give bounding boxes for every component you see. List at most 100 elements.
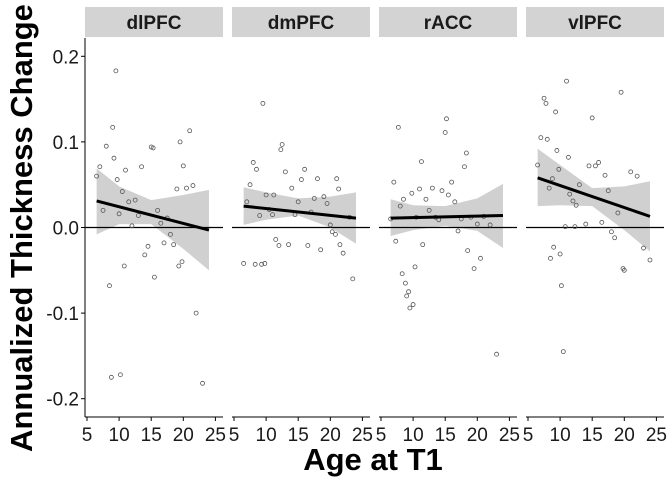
data-point bbox=[406, 289, 412, 295]
data-point bbox=[442, 130, 448, 135]
y-axis: -0.2 -0.1 0.0 0.1 0.2 bbox=[46, 38, 86, 417]
data-point bbox=[487, 222, 493, 228]
data-point bbox=[271, 192, 277, 198]
data-point bbox=[244, 199, 250, 205]
data-point bbox=[276, 243, 282, 248]
data-point bbox=[114, 177, 120, 182]
facet-panel-racc: rACC 5 10 15 20 25 bbox=[376, 7, 520, 446]
facet-strip-label: rACC bbox=[424, 13, 473, 34]
data-point bbox=[615, 210, 621, 216]
data-point bbox=[553, 109, 559, 115]
data-point bbox=[179, 259, 185, 265]
data-point bbox=[543, 100, 549, 106]
data-point bbox=[252, 261, 258, 267]
data-point bbox=[333, 231, 338, 237]
facet-panel-dmpfc: dmPFC 5 10 15 20 25 bbox=[229, 7, 373, 446]
data-point bbox=[107, 283, 112, 289]
data-point bbox=[241, 261, 247, 266]
panels: dlPFC 5 10 15 20 25 dmPFC 5 10 15 20 25 rACC 5 10 15 20 2… bbox=[82, 7, 667, 446]
x-tick-label: 20 bbox=[614, 425, 635, 446]
data-point bbox=[596, 160, 602, 165]
x-tick-label: 25 bbox=[646, 425, 667, 446]
data-point bbox=[324, 201, 330, 206]
data-point bbox=[395, 124, 401, 130]
data-point bbox=[286, 242, 291, 248]
data-point bbox=[155, 207, 161, 213]
data-point bbox=[474, 221, 480, 227]
confidence-band bbox=[96, 168, 209, 271]
y-tick-label: -0.1 bbox=[46, 304, 79, 325]
facet-panel-vlpfc: vlPFC 5 10 15 20 25 bbox=[523, 7, 667, 446]
data-point bbox=[612, 235, 618, 241]
data-point bbox=[407, 305, 413, 311]
data-point bbox=[562, 224, 568, 230]
x-tick-label: 5 bbox=[523, 425, 534, 446]
x-tick-label: 5 bbox=[229, 425, 240, 446]
x-tick-label: 20 bbox=[467, 425, 488, 446]
x-tick-label: 20 bbox=[320, 425, 341, 446]
data-point bbox=[423, 196, 429, 202]
data-point bbox=[129, 223, 135, 229]
data-point bbox=[419, 159, 424, 164]
data-point bbox=[334, 176, 340, 182]
data-point bbox=[174, 186, 180, 192]
data-point bbox=[116, 211, 122, 217]
data-point bbox=[259, 261, 265, 267]
data-point bbox=[544, 136, 550, 142]
data-point bbox=[609, 229, 614, 235]
data-point bbox=[321, 194, 327, 200]
data-point bbox=[566, 154, 571, 160]
facet-strip bbox=[526, 7, 664, 37]
data-point bbox=[586, 163, 592, 169]
data-point bbox=[100, 207, 106, 213]
data-point bbox=[602, 172, 608, 178]
data-point bbox=[180, 163, 186, 169]
data-point bbox=[110, 124, 116, 130]
data-point bbox=[97, 164, 103, 170]
data-point bbox=[132, 197, 138, 203]
data-point bbox=[263, 192, 269, 198]
data-point bbox=[193, 310, 199, 316]
data-point bbox=[404, 293, 410, 299]
data-point bbox=[605, 188, 611, 194]
data-point bbox=[621, 267, 627, 273]
data-point bbox=[412, 264, 418, 270]
data-point bbox=[463, 150, 469, 156]
data-point bbox=[535, 162, 541, 168]
data-point bbox=[455, 228, 461, 234]
data-point bbox=[145, 243, 151, 249]
data-point bbox=[247, 182, 253, 188]
x-tick-label: 10 bbox=[109, 425, 130, 446]
data-point bbox=[397, 203, 403, 209]
data-point bbox=[121, 263, 127, 269]
data-point bbox=[570, 198, 576, 204]
data-point bbox=[327, 222, 333, 228]
data-point bbox=[119, 189, 125, 194]
data-point bbox=[279, 142, 285, 147]
data-point bbox=[103, 143, 109, 149]
facet-strip bbox=[232, 7, 370, 37]
data-point bbox=[564, 78, 569, 84]
y-tick-label: -0.2 bbox=[46, 390, 79, 411]
data-point bbox=[634, 173, 640, 179]
data-point bbox=[402, 280, 408, 286]
data-point bbox=[417, 186, 422, 192]
data-point bbox=[576, 182, 582, 188]
data-point bbox=[391, 179, 397, 185]
data-point bbox=[426, 207, 432, 213]
data-point bbox=[340, 250, 346, 256]
y-tick-label: 0.2 bbox=[53, 47, 79, 68]
data-point bbox=[557, 251, 563, 257]
regression-line bbox=[390, 214, 504, 220]
data-point bbox=[439, 188, 445, 194]
data-point bbox=[318, 247, 324, 253]
data-point bbox=[302, 166, 308, 172]
data-point bbox=[94, 173, 100, 179]
data-point bbox=[187, 128, 193, 134]
data-point bbox=[108, 374, 114, 380]
data-point bbox=[336, 186, 342, 192]
data-point bbox=[546, 185, 552, 191]
data-point bbox=[393, 238, 399, 244]
facet-panel-dlpfc: dlPFC 5 10 15 20 25 bbox=[82, 7, 226, 446]
data-point bbox=[337, 242, 343, 248]
